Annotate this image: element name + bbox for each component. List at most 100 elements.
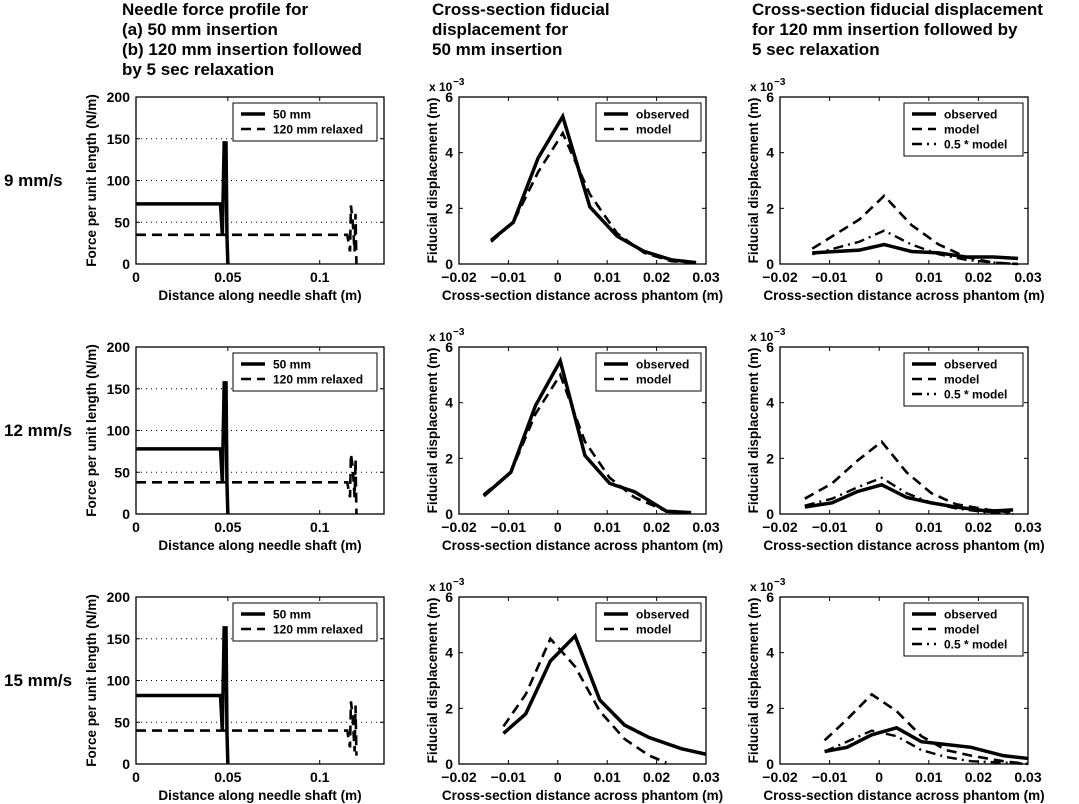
legend-box: [903, 602, 1024, 657]
series-observed: [824, 725, 1029, 761]
legend-label: model: [944, 623, 979, 637]
y-tick-label: 6: [445, 89, 453, 105]
axes-frame: [779, 96, 1029, 265]
subplot-r2-c2: −0.02 −0.01 0 0.01 0.02 0.03 0 2 4 6 Cross-section…: [746, 577, 1045, 803]
axis-multiplier: x 10: [429, 80, 453, 94]
y-tick-label: 0: [445, 506, 453, 522]
series-observed: [502, 632, 707, 756]
x-tick-label: 0: [554, 269, 562, 285]
series-observed: [804, 482, 1014, 513]
x-tick-label: 0.02: [643, 769, 670, 785]
legend-label: model: [944, 373, 979, 387]
axes-frame: [779, 346, 1029, 515]
x-axis-label: Distance along needle shaft (m): [158, 788, 361, 803]
y-tick-label: 6: [445, 339, 453, 355]
x-axis-label: Cross-section distance across phantom (m…: [442, 538, 723, 553]
y-axis-label: Force per unit length (N/m): [84, 344, 99, 517]
x-tick-label: 0.03: [1014, 519, 1041, 535]
series-120-mm-relaxed: [136, 205, 358, 265]
x-tick-label: 0.05: [214, 769, 241, 785]
series-model: [482, 371, 692, 514]
column-title-force: Needle force profile for (a) 50 mm inser…: [122, 0, 362, 79]
x-tick-label: 0.03: [692, 769, 719, 785]
legend-label: model: [636, 123, 671, 137]
y-tick-label: 0: [122, 506, 130, 522]
y-tick-label: 100: [107, 673, 131, 689]
x-tick-label: −0.02: [762, 769, 798, 785]
y-tick-label: 150: [107, 131, 131, 147]
legend-label: 0.5 * model: [944, 388, 1007, 402]
series-50-mm: [136, 141, 230, 265]
x-tick-label: 0: [132, 519, 140, 535]
axis-exponent: −3: [774, 77, 786, 88]
legend-label: model: [636, 623, 671, 637]
y-axis-label: Force per unit length (N/m): [84, 94, 99, 267]
series-observed: [812, 242, 1019, 261]
axis-multiplier: x 10: [750, 580, 774, 594]
y-tick-label: 150: [107, 631, 131, 647]
x-tick-label: 0.1: [310, 269, 330, 285]
legend-label: 120 mm relaxed: [273, 623, 363, 637]
legend-label: 0.5 * model: [944, 138, 1007, 152]
x-tick-label: 0: [875, 519, 883, 535]
x-tick-label: 0.01: [594, 519, 621, 535]
legend-box: [232, 102, 378, 142]
x-tick-label: −0.02: [762, 269, 798, 285]
subplot-r0-c1: −0.02 −0.01 0 0.01 0.02 0.03 0 2 4 6 Cross-section…: [425, 77, 723, 303]
series-model: [811, 193, 1019, 266]
x-tick-label: 0.02: [643, 519, 670, 535]
y-tick-label: 0: [122, 256, 130, 272]
axes-frame: [779, 596, 1029, 765]
x-tick-label: −0.02: [441, 269, 477, 285]
axis-multiplier: x 10: [429, 580, 453, 594]
y-tick-label: 2: [445, 700, 453, 716]
x-axis-label: Cross-section distance across phantom (m…: [763, 788, 1044, 803]
x-tick-label: 0.01: [594, 269, 621, 285]
x-tick-label: 0.1: [310, 769, 330, 785]
axes-frame: [458, 96, 707, 265]
x-axis-label: Distance along needle shaft (m): [158, 538, 361, 553]
subplot-r0-c0: 0 0.05 0.1 0 50 100 150 200 Distance along needl…: [84, 89, 385, 303]
x-tick-label: 0: [132, 269, 140, 285]
legend-label: model: [636, 373, 671, 387]
legend-label: 50 mm: [273, 108, 311, 122]
y-tick-label: 6: [445, 589, 453, 605]
y-tick-label: 2: [766, 700, 774, 716]
axes-frame: [458, 346, 707, 515]
row-label-15: 15 mm/s: [4, 671, 73, 690]
y-tick-label: 4: [445, 645, 453, 661]
x-tick-label: −0.02: [441, 769, 477, 785]
x-tick-label: 0.03: [1014, 269, 1041, 285]
x-tick-label: 0.02: [965, 769, 992, 785]
x-tick-label: 0: [875, 769, 883, 785]
series-model: [490, 130, 697, 264]
y-tick-label: 50: [114, 464, 130, 480]
series-50-mm: [136, 381, 230, 515]
legend-label: 0.5 * model: [944, 638, 1007, 652]
series-120-mm-relaxed: [136, 701, 358, 756]
y-axis-label: Fiducial displacement (m): [425, 598, 440, 764]
x-tick-label: 0: [132, 769, 140, 785]
legend-label: observed: [944, 608, 997, 622]
x-tick-label: 0.01: [915, 769, 942, 785]
y-tick-label: 100: [107, 173, 131, 189]
x-tick-label: −0.01: [812, 769, 848, 785]
y-tick-label: 0: [766, 506, 774, 522]
x-tick-label: 0.01: [594, 769, 621, 785]
legend-label: observed: [636, 608, 689, 622]
legend-label: observed: [944, 108, 997, 122]
column-title-50mm-displacement: Cross-section fiducial displacement for …: [432, 0, 610, 59]
series-model: [804, 439, 1014, 514]
axis-exponent: −3: [453, 327, 465, 338]
x-axis-label: Cross-section distance across phantom (m…: [442, 288, 723, 303]
y-axis-label: Fiducial displacement (m): [746, 348, 761, 514]
axis-exponent: −3: [774, 327, 786, 338]
axis-exponent: −3: [453, 577, 465, 588]
